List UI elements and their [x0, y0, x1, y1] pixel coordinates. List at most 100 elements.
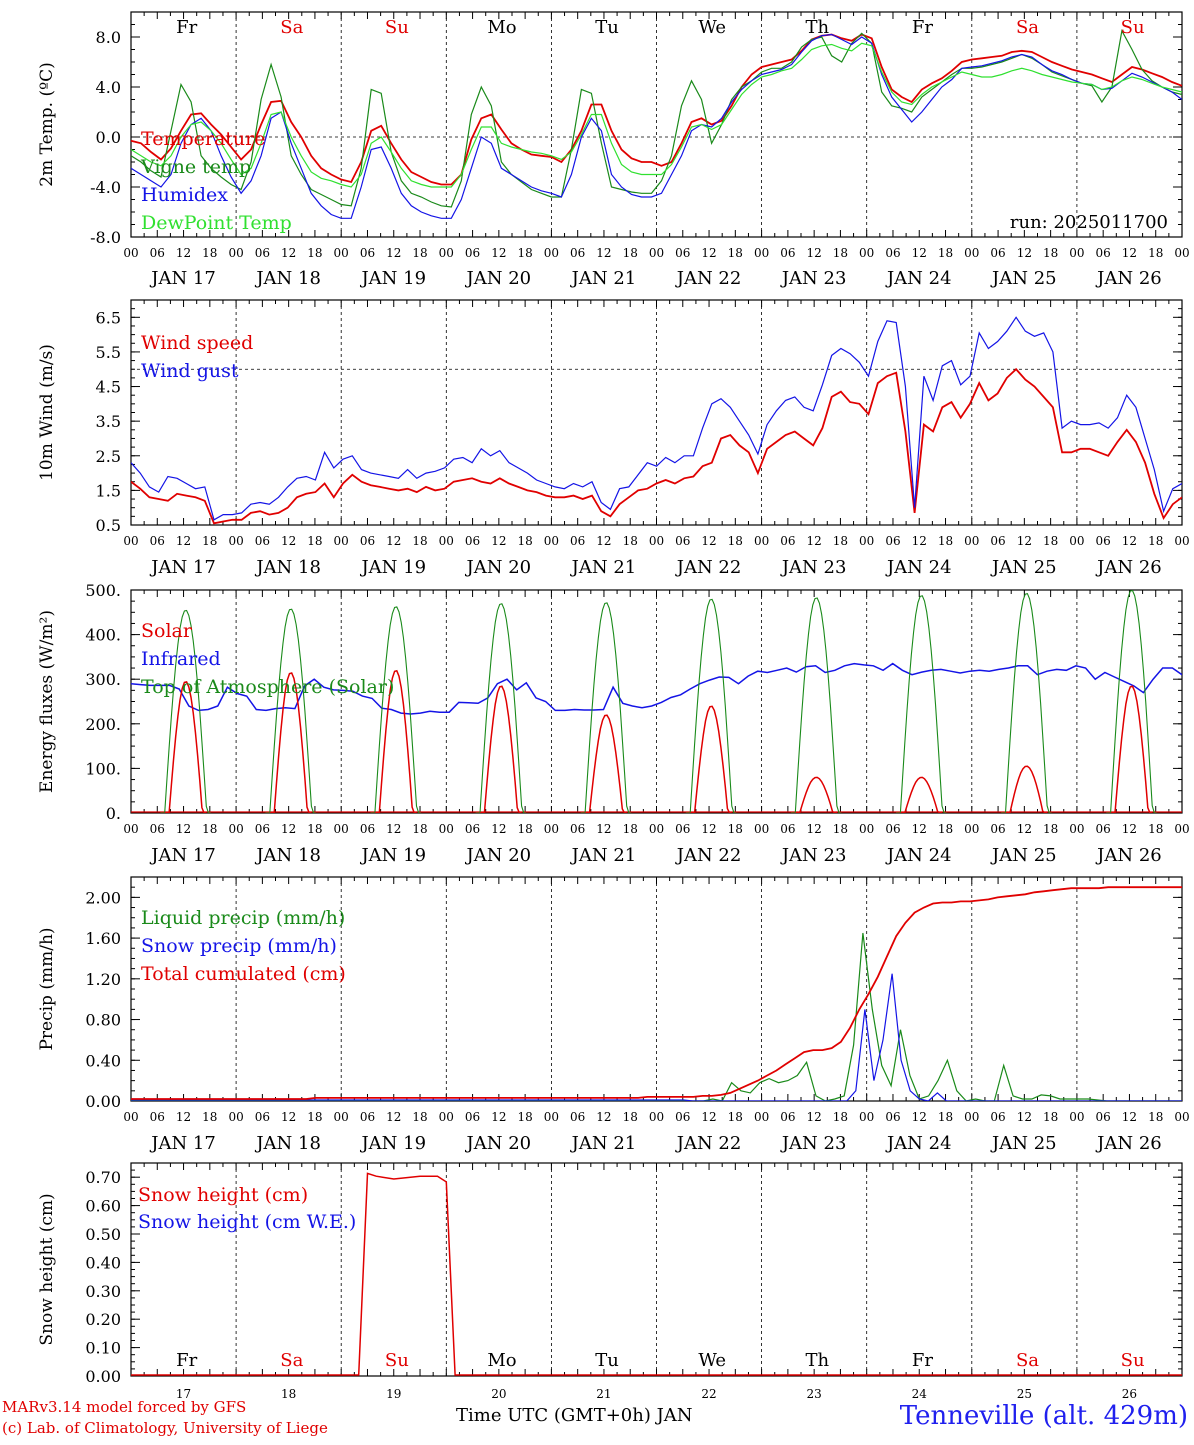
y-tick-label: 0.80: [85, 1011, 121, 1030]
hour-tick-label: 06: [990, 246, 1005, 260]
hour-tick-label: 12: [1017, 534, 1032, 548]
day-label: JAN 19: [359, 268, 426, 289]
hour-tick-label: 00: [859, 246, 874, 260]
hour-tick-label: 06: [885, 246, 900, 260]
y-tick-label: 0.70: [85, 1168, 121, 1187]
chart-panel-3: 0. 100. 200. 300. 400. 500. Energy fluxes (W/m…: [37, 581, 1183, 823]
hour-tick-label: 00: [859, 1110, 874, 1124]
y-tick-label: 500.: [85, 581, 121, 600]
series-line-1: [131, 316, 1182, 521]
y-tick-label: 0.60: [85, 1197, 121, 1216]
day-label: JAN 19: [359, 557, 426, 578]
day-label: JAN 24: [885, 845, 952, 866]
day-label: JAN 26: [1095, 845, 1162, 866]
hour-tick-label: 06: [570, 246, 585, 260]
weekday-label: Tu: [595, 1350, 619, 1371]
hour-tick-label: 12: [386, 246, 401, 260]
hour-tick-label: 00: [228, 1110, 243, 1124]
hour-tick-label: 06: [1096, 1110, 1111, 1124]
weekday-label: Sa: [1016, 17, 1039, 38]
hour-tick-label: 00: [754, 534, 769, 548]
legend-entry: Snow height (cm W.E.): [138, 1211, 356, 1233]
series-line-solar: [164, 669, 1153, 813]
hour-tick-label: 06: [780, 1110, 795, 1124]
hour-tick-label: 00: [544, 1110, 559, 1124]
hour-tick-label: 18: [938, 822, 953, 836]
y-tick-label: 0.00: [85, 1092, 121, 1111]
hour-tick-label: 12: [491, 822, 506, 836]
day-label: JAN 19: [359, 1133, 426, 1154]
weekday-label: Fr: [176, 1350, 197, 1371]
day-number-label: 18: [281, 1387, 296, 1401]
weekday-label: Sa: [280, 1350, 303, 1371]
day-number-label: 20: [491, 1387, 506, 1401]
day-label: JAN 17: [149, 557, 216, 578]
y-tick-label: 200.: [85, 715, 121, 734]
hour-tick-label: 00: [334, 534, 349, 548]
hour-tick-label: 12: [491, 246, 506, 260]
hour-tick-label: 00: [754, 822, 769, 836]
hour-tick-label: 06: [360, 1110, 375, 1124]
series-line-infrared: [131, 662, 1182, 715]
hour-tick-label: 18: [833, 1110, 848, 1124]
hour-tick-label: 12: [176, 534, 191, 548]
hour-tick-label: 00: [439, 534, 454, 548]
legend-entry: Wind speed: [141, 332, 253, 354]
weekday-label: Th: [805, 1350, 829, 1371]
hour-tick-label: 18: [1043, 246, 1058, 260]
hour-tick-label: 12: [807, 534, 822, 548]
hour-tick-label: 12: [912, 246, 927, 260]
legend-entry: DewPoint Temp: [141, 212, 292, 234]
day-number-label: 22: [701, 1387, 716, 1401]
hour-tick-label: 06: [1096, 246, 1111, 260]
hour-tick-label: 18: [833, 822, 848, 836]
hour-tick-label: 00: [1174, 1110, 1189, 1124]
hour-tick-label: 06: [255, 1110, 270, 1124]
hour-tick-label: 00: [649, 822, 664, 836]
hour-tick-label: 12: [596, 1110, 611, 1124]
hour-tick-label: 00: [544, 534, 559, 548]
day-label: JAN 25: [990, 1133, 1057, 1154]
series-line-0: [131, 932, 1182, 1101]
plot-frame: [130, 11, 1183, 238]
hour-tick-label: 00: [334, 246, 349, 260]
x-axis-title: Time UTC (GMT+0h) JAN: [456, 1405, 693, 1426]
series-line-2: [131, 33, 1182, 219]
day-number-label: 25: [1017, 1387, 1032, 1401]
hour-tick-label: 00: [1069, 1110, 1084, 1124]
hour-tick-label: 06: [570, 1110, 585, 1124]
y-tick-label: 0.30: [85, 1282, 121, 1301]
hour-tick-label: 00: [649, 246, 664, 260]
weekday-label: Th: [805, 17, 829, 38]
hour-tick-label: 12: [807, 246, 822, 260]
series-line-0: [131, 33, 1182, 186]
y-tick-label: 0.: [106, 804, 121, 823]
chart-panel-5: 0.00 0.10 0.20 0.30 0.40 0.50 0.60 0.70 Snow hei…: [37, 1162, 1183, 1386]
hour-tick-label: 00: [1069, 534, 1084, 548]
day-label: JAN 26: [1095, 1133, 1162, 1154]
hour-tick-label: 00: [228, 246, 243, 260]
series-line-snow-height: [131, 1172, 1182, 1376]
hour-tick-label: 18: [623, 534, 638, 548]
hour-tick-label: 18: [202, 246, 217, 260]
y-axis-label: 2m Temp. (ºC): [37, 62, 57, 187]
legend-entry: Vigne temp: [140, 156, 251, 178]
hour-tick-label: 12: [176, 1110, 191, 1124]
y-tick-label: 0.20: [85, 1310, 121, 1329]
hour-tick-label: 00: [544, 822, 559, 836]
day-label: JAN 21: [570, 557, 637, 578]
hour-tick-label: 06: [885, 1110, 900, 1124]
series-line-1: [131, 973, 1182, 1101]
hour-tick-label: 00: [334, 822, 349, 836]
hour-tick-label: 12: [281, 534, 296, 548]
hour-tick-label: 18: [1148, 1110, 1163, 1124]
weekday-label: Fr: [176, 17, 197, 38]
hour-tick-label: 00: [1174, 822, 1189, 836]
day-label: JAN 17: [149, 268, 216, 289]
hour-tick-label: 00: [123, 822, 138, 836]
day-label: JAN 26: [1095, 268, 1162, 289]
hour-tick-label: 00: [334, 1110, 349, 1124]
weekday-label: Su: [385, 17, 409, 38]
y-tick-label: 2.5: [96, 447, 121, 466]
